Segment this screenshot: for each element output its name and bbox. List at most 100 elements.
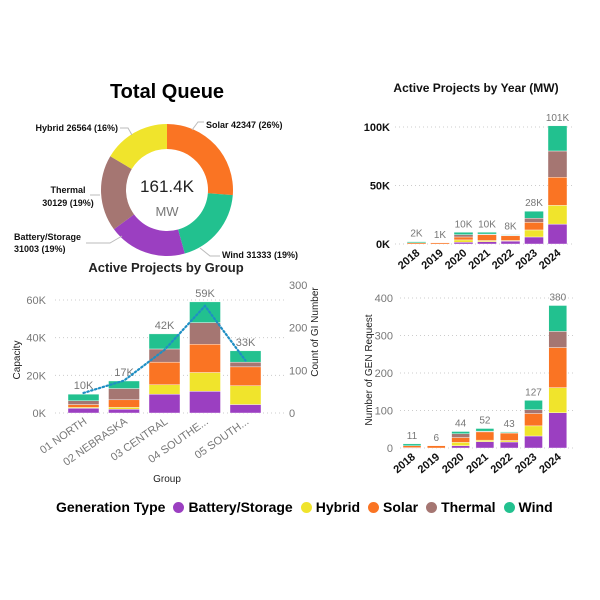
donut-center-unit: MW (155, 204, 179, 219)
bar-segment[interactable] (189, 372, 221, 392)
bar-segment[interactable] (475, 431, 495, 441)
bar-segment[interactable] (548, 387, 567, 413)
bar-segment[interactable] (148, 333, 181, 350)
bar-segment[interactable] (402, 445, 422, 448)
bar-segment[interactable] (524, 236, 544, 245)
bar-total-label: 8K (504, 222, 517, 233)
bar-segment[interactable] (524, 409, 543, 414)
bar-segment[interactable] (500, 240, 521, 245)
bar-segment[interactable] (453, 234, 474, 238)
y-tick-label: 0K (376, 239, 390, 251)
donut-slice-battery-storage[interactable] (113, 214, 185, 257)
bar-segment[interactable] (67, 408, 100, 414)
bar-segment[interactable] (148, 361, 181, 385)
bar-segment[interactable] (451, 445, 470, 449)
leader-line (191, 121, 204, 131)
bar-segment[interactable] (500, 440, 519, 443)
bar-segment[interactable] (453, 236, 474, 241)
y-tick-label: 50K (370, 181, 390, 193)
donut-label-battery-1: Battery/Storage (14, 232, 81, 242)
bar-segment[interactable] (229, 350, 262, 363)
bar-segment[interactable] (453, 242, 474, 245)
bar-segment[interactable] (548, 347, 567, 388)
bar-segment[interactable] (524, 425, 543, 437)
y-tick-label: 0K (33, 408, 47, 420)
bar-segment[interactable] (475, 441, 495, 449)
bar-segment[interactable] (547, 177, 568, 206)
bar-segment[interactable] (108, 388, 140, 401)
bar-segment[interactable] (547, 223, 568, 245)
bar-segment[interactable] (451, 437, 470, 443)
bar-segment[interactable] (108, 380, 140, 389)
bar-segment[interactable] (524, 400, 543, 410)
bar-segment[interactable] (547, 205, 568, 225)
bar-segment[interactable] (453, 239, 474, 243)
bar-segment[interactable] (229, 404, 262, 414)
y-tick-label: 400 (375, 293, 393, 305)
bar-segment[interactable] (451, 442, 470, 446)
bar-segment[interactable] (189, 301, 221, 323)
bar-segment[interactable] (67, 400, 100, 405)
bar-segment[interactable] (547, 150, 568, 178)
bar-segment[interactable] (189, 391, 221, 414)
bar-segment[interactable] (451, 433, 470, 438)
bar-segment[interactable] (547, 125, 568, 152)
bar-segment[interactable] (548, 331, 567, 348)
bar-segment[interactable] (500, 441, 519, 449)
legend-item-thermal[interactable]: Thermal (426, 499, 496, 515)
bar-segment[interactable] (524, 413, 543, 427)
bar-segment[interactable] (524, 435, 543, 449)
bar-segment[interactable] (451, 431, 470, 434)
leader-line (86, 235, 123, 244)
bar-segment[interactable] (524, 222, 544, 231)
bar-segment[interactable] (524, 229, 544, 238)
bar-segment[interactable] (427, 445, 446, 449)
x-tick-label: 2021 (466, 247, 492, 272)
y-tick-label: 0 (387, 443, 393, 455)
legend-item-battery[interactable]: Battery/Storage (173, 499, 293, 515)
bar-segment[interactable] (402, 443, 422, 446)
bar-segment[interactable] (548, 305, 567, 332)
bar-segment[interactable] (108, 409, 140, 414)
x-tick-label: 2020 (443, 247, 469, 272)
bar-total-label: 43 (504, 419, 516, 430)
bar-segment[interactable] (148, 384, 181, 395)
bar-segment[interactable] (524, 211, 544, 219)
bar-segment[interactable] (477, 232, 497, 235)
bar-segment[interactable] (108, 399, 140, 408)
bar-segment[interactable] (524, 218, 544, 223)
bar-segment[interactable] (548, 412, 567, 449)
bar-segment[interactable] (229, 361, 262, 368)
bar-segment[interactable] (67, 393, 100, 401)
legend-item-hybrid[interactable]: Hybrid (300, 499, 360, 515)
bar-segment[interactable] (477, 234, 497, 241)
donut-slice-thermal[interactable] (100, 156, 135, 230)
bar-segment[interactable] (430, 242, 450, 245)
bar-segment[interactable] (108, 407, 140, 410)
bar-segment[interactable] (477, 241, 497, 245)
donut-slice-hybrid[interactable] (110, 124, 167, 170)
bar-segment[interactable] (229, 385, 262, 405)
bar-segment[interactable] (406, 241, 427, 244)
y-tick-label: 300 (375, 331, 393, 343)
year-mw-title: Active Projects by Year (MW) (393, 81, 558, 95)
legend-item-solar[interactable]: Solar (368, 499, 418, 515)
donut-slice-wind[interactable] (178, 193, 233, 254)
bar-segment[interactable] (475, 439, 495, 442)
bar-segment[interactable] (500, 432, 519, 441)
bar-segment[interactable] (148, 393, 181, 414)
bar-segment[interactable] (189, 322, 221, 345)
bar-segment[interactable] (189, 344, 221, 373)
bar-segment[interactable] (500, 234, 521, 236)
donut-slice-solar[interactable] (167, 124, 233, 196)
bar-segment[interactable] (475, 428, 495, 432)
donut-label-wind: Wind 31333 (19%) (222, 250, 298, 260)
bar-segment[interactable] (500, 235, 521, 241)
bar-segment[interactable] (229, 366, 262, 386)
bar-segment[interactable] (453, 232, 474, 235)
bar-segment[interactable] (67, 404, 100, 408)
x-tick-label: 2022 (489, 451, 515, 476)
bar-segment[interactable] (500, 431, 519, 433)
legend-item-wind[interactable]: Wind (503, 499, 553, 515)
y2-tick-label: 300 (289, 280, 307, 292)
